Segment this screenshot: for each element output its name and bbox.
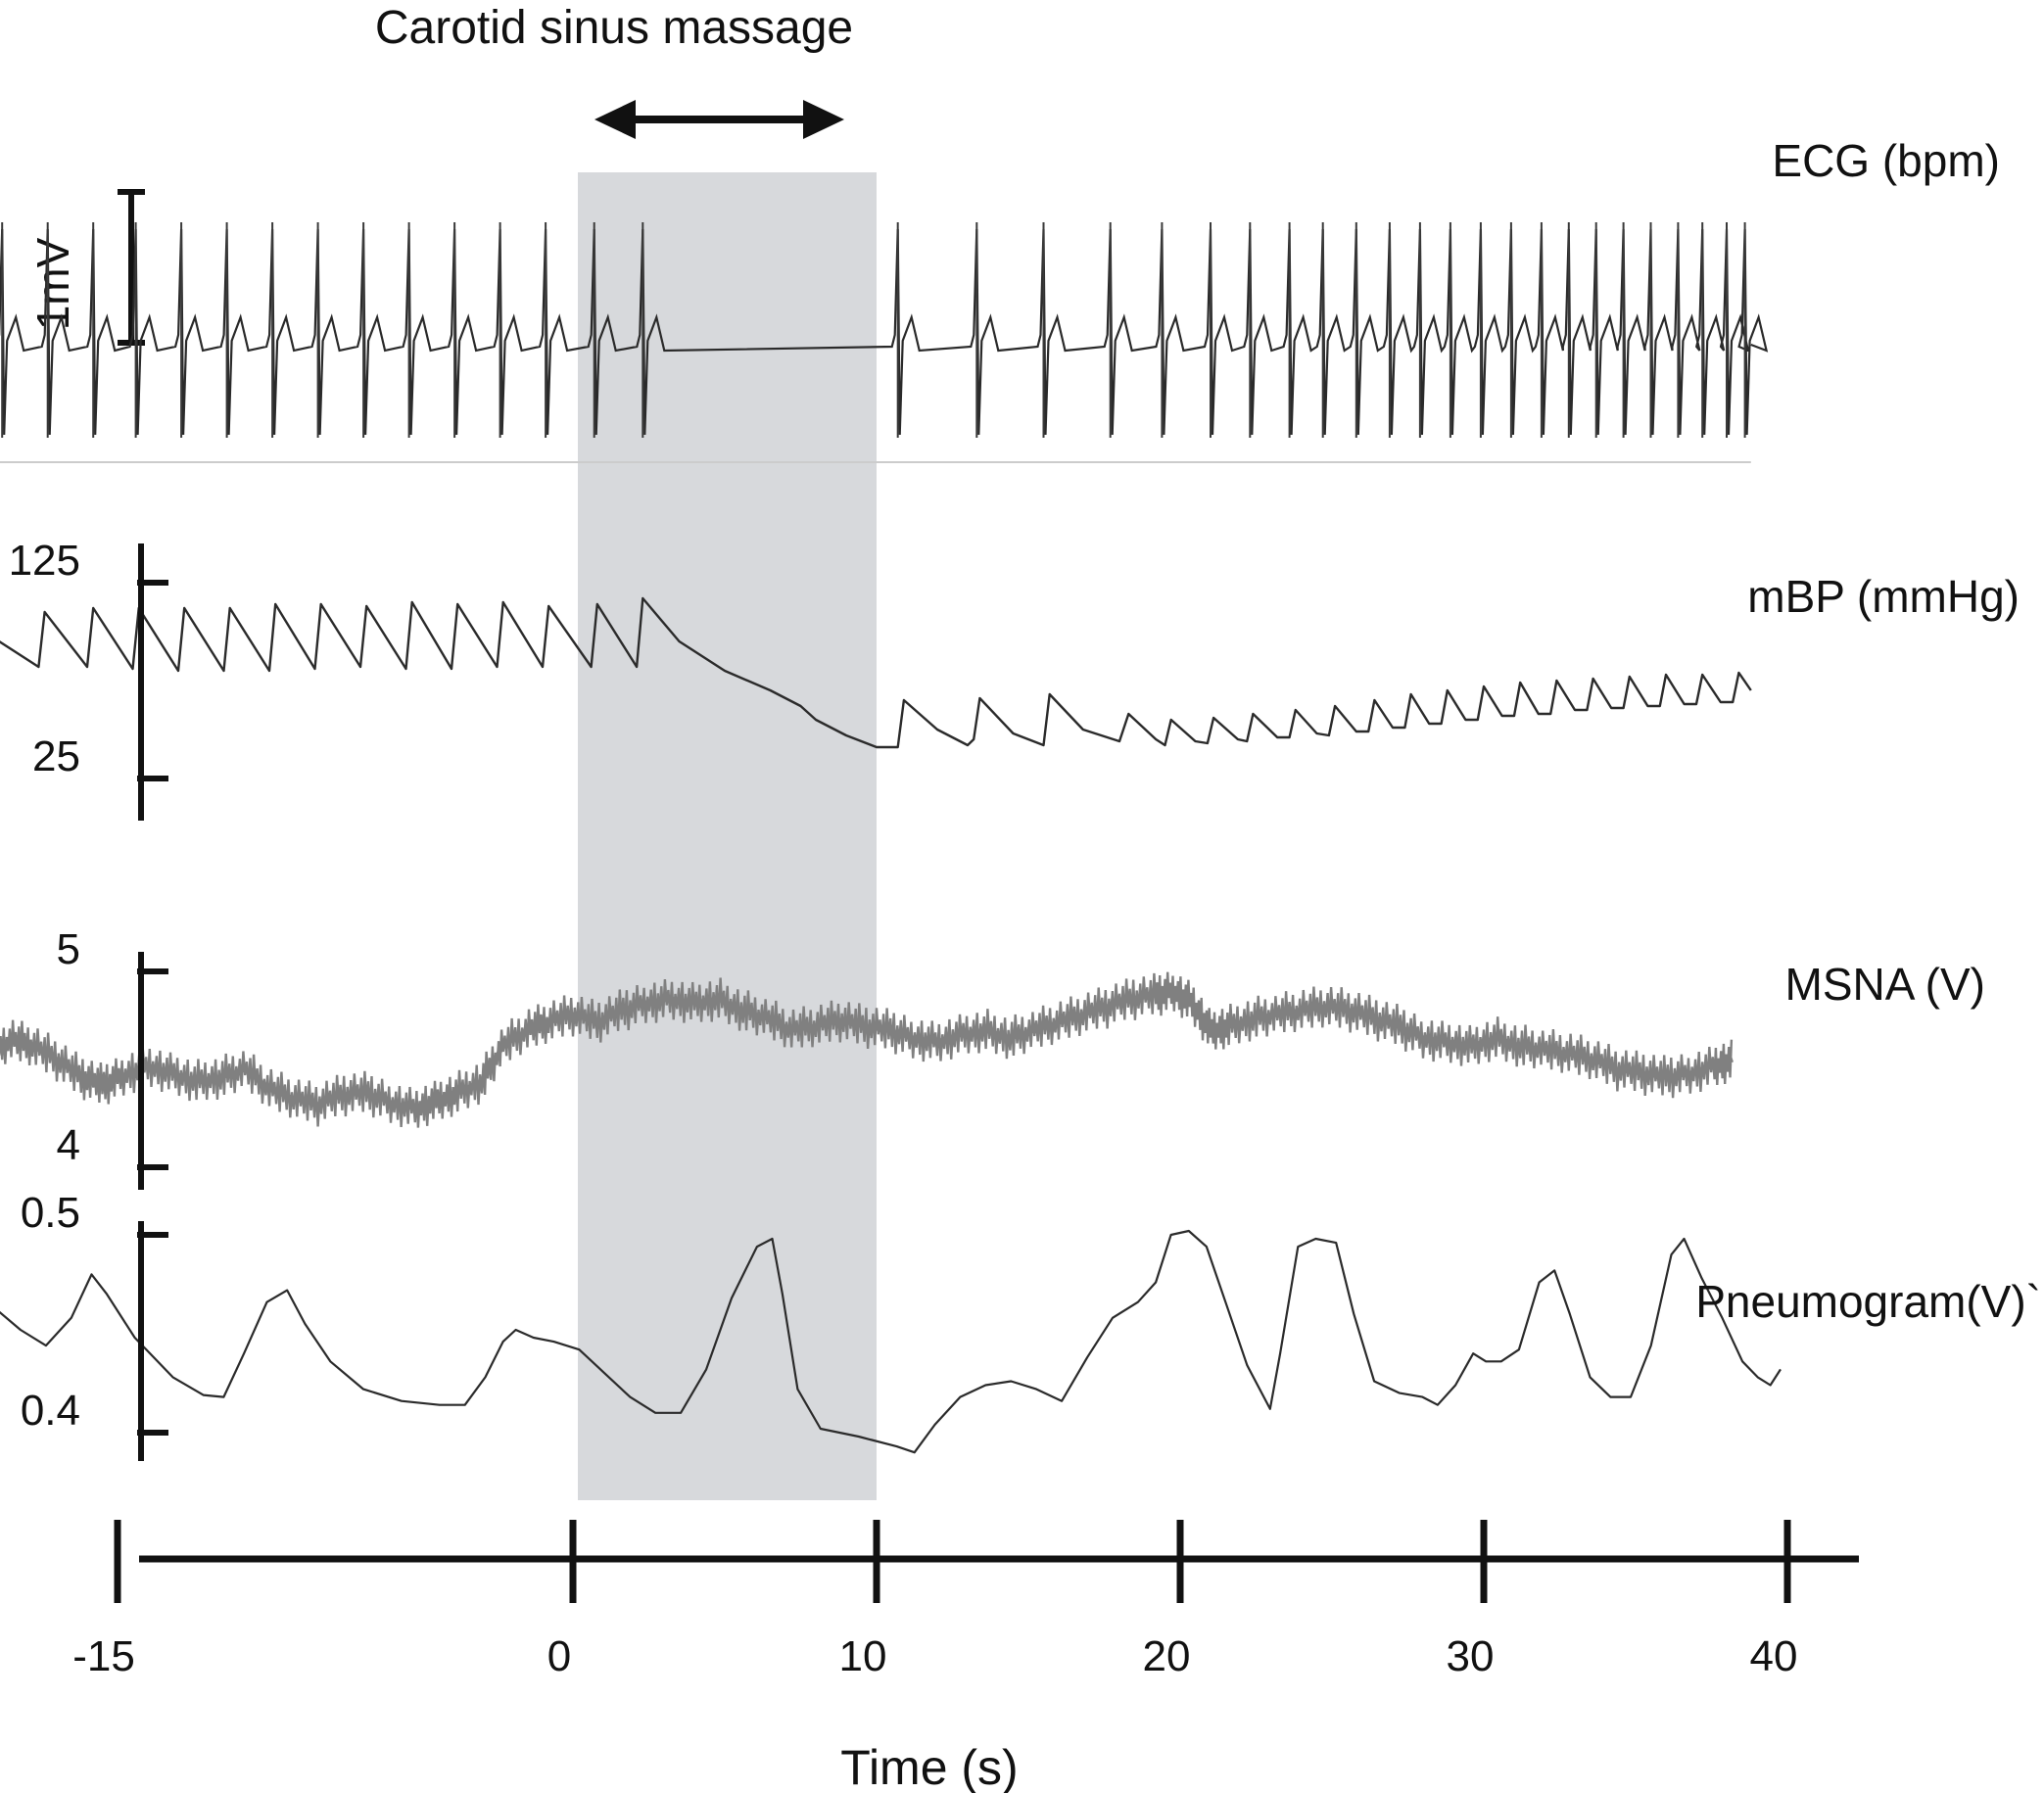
msna-y-axis: 45 (57, 925, 168, 1190)
x-tick-label-4: 30 (1447, 1632, 1495, 1680)
mbp-y-tick-label-1: 125 (9, 537, 80, 585)
pneumogram-y-tick-label-1: 0.5 (21, 1189, 80, 1237)
annotation-carotid-sinus-massage: Carotid sinus massage (375, 2, 853, 54)
x-tick-label-3: 20 (1143, 1632, 1191, 1680)
pneumogram-y-tick-label-0: 0.4 (21, 1387, 80, 1435)
ecg-scale-bar (118, 189, 145, 346)
x-axis-title: Time (s) (840, 1740, 1018, 1793)
x-tick-label-1: 0 (547, 1632, 571, 1680)
channel-label-pneumogram: Pneumogram(V)` (1695, 1276, 2041, 1327)
mbp-y-axis: 25 125 (9, 537, 168, 821)
x-tick-label-0: -15 (72, 1632, 135, 1680)
pneumogram-y-axis: 0.4 0.5 (21, 1189, 168, 1461)
time-axis: -15 0 10 20 30 40 (72, 1520, 1859, 1680)
channel-label-mbp: mBP (mmHg) (1747, 571, 2020, 622)
msna-y-tick-label-0: 4 (57, 1121, 80, 1169)
msna-noise-band (0, 971, 1734, 1128)
msna-y-tick-label-1: 5 (57, 925, 80, 973)
double-arrow-icon (594, 100, 844, 139)
channel-label-ecg: ECG (bpm) (1772, 135, 2000, 186)
mbp-y-tick-label-0: 25 (32, 732, 80, 780)
ecg-trace (0, 228, 1769, 436)
x-tick-label-5: 40 (1750, 1632, 1798, 1680)
traces-layer (0, 222, 1782, 1454)
massage-window-shading (578, 172, 877, 1500)
x-tick-label-2: 10 (839, 1632, 887, 1680)
channel-label-msna: MSNA (V) (1785, 959, 1985, 1010)
ecg-scale-label: 1mV (27, 237, 78, 330)
pneumogram-trace (0, 1229, 1782, 1454)
mbp-trace (0, 596, 1752, 749)
